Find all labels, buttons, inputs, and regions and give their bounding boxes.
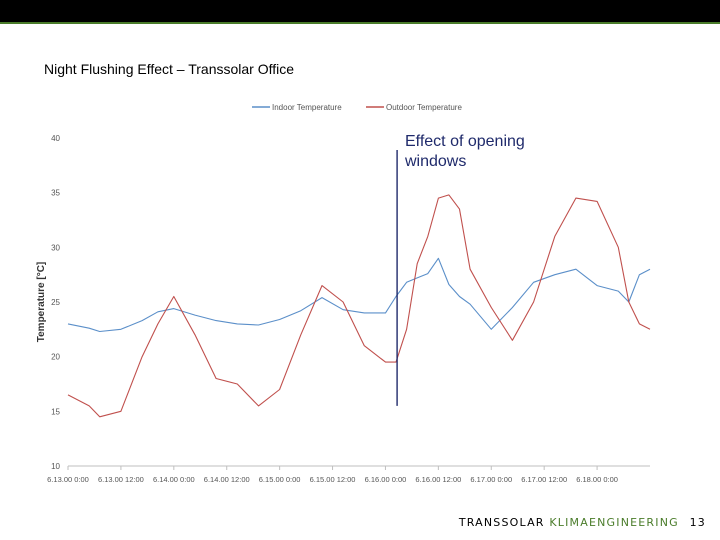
y-tick-label: 25	[51, 298, 60, 307]
page-number: 13	[689, 516, 706, 529]
x-tick-label: 6.13.00 0:00	[47, 475, 89, 484]
x-tick-label: 6.18.00 0:00	[576, 475, 618, 484]
x-tick-label: 6.13.00 12:00	[98, 475, 144, 484]
x-axis: 6.13.00 0:00 6.13.00 12:00 6.14.00 0:00 6.1…	[47, 465, 650, 484]
series-layer	[67, 194, 651, 418]
y-tick-label: 15	[51, 407, 60, 416]
x-tick-label: 6.15.00 0:00	[259, 475, 301, 484]
series-line-outdoor	[67, 194, 651, 418]
top-bar	[0, 0, 720, 22]
footer-brand: TRANSSOLAR	[458, 516, 545, 529]
y-axis-label: Temperature [°C]	[36, 262, 47, 343]
accent-line	[0, 22, 720, 24]
x-tick-label: 6.16.00 12:00	[415, 475, 461, 484]
y-axis: 10 15 20 25 30 35 40 Temperature [°C]	[36, 134, 61, 471]
x-tick-label: 6.16.00 0:00	[365, 475, 407, 484]
series-line-indoor	[67, 257, 651, 333]
x-tick-label: 6.14.00 0:00	[153, 475, 195, 484]
x-tick-label: 6.17.00 0:00	[470, 475, 512, 484]
footer-brand-accent: KLIMAENGINEERING	[549, 516, 679, 529]
footer: TRANSSOLAR KLIMAENGINEERING 13	[459, 516, 706, 529]
annotation-text: Effect of opening windows	[405, 132, 525, 172]
annotation-line-2: windows	[405, 153, 467, 170]
y-tick-label: 20	[51, 353, 60, 362]
y-tick-label: 35	[51, 189, 60, 198]
x-tick-label: 6.15.00 12:00	[310, 475, 356, 484]
chart-legend: Indoor Temperature Outdoor Temperature	[252, 103, 462, 112]
x-tick-label: 6.14.00 12:00	[204, 475, 250, 484]
x-tick-label: 6.17.00 12:00	[521, 475, 567, 484]
y-tick-label: 40	[51, 134, 60, 143]
y-tick-label: 30	[51, 243, 60, 252]
annotation-line-1: Effect of opening	[405, 133, 525, 150]
legend-label: Outdoor Temperature	[386, 103, 462, 112]
legend-label: Indoor Temperature	[272, 103, 342, 112]
slide-title: Night Flushing Effect – Transsolar Offic…	[44, 61, 295, 77]
y-tick-label: 10	[51, 462, 60, 471]
